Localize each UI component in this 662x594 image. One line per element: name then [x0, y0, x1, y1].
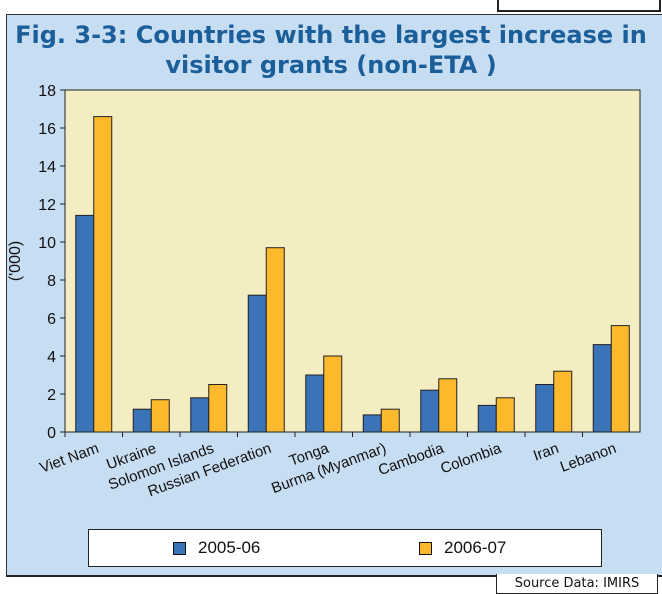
- bar-2006-07-lebanon: [610, 325, 630, 433]
- plot-area: [64, 89, 641, 433]
- bar-2005-06-viet-nam: [75, 214, 95, 433]
- chart-title-line-1: Fig. 3-3: Countries with the largest inc…: [15, 21, 647, 49]
- bar-2005-06-cambodia: [420, 389, 440, 433]
- y-tick-label: 0: [47, 425, 56, 442]
- bar-2006-07-ukraine: [150, 399, 170, 433]
- source-note: Source Data: IMIRS: [496, 574, 658, 594]
- y-tick-label: 4: [47, 349, 56, 366]
- y-tick-label: 12: [38, 197, 56, 214]
- bar-2005-06-solomon-islands: [190, 397, 210, 433]
- bar-2005-06-lebanon: [592, 344, 612, 433]
- y-tick-label: 8: [47, 273, 56, 290]
- bar-2005-06-russian-federation: [247, 294, 267, 433]
- legend-swatch-2005-06: [173, 541, 186, 555]
- legend-swatch-2006-07: [419, 541, 432, 555]
- bar-2006-07-tonga: [323, 355, 343, 433]
- x-tick-label: Lebanon: [558, 440, 619, 476]
- legend-label-2006-07: 2006-07: [444, 538, 507, 557]
- bar-2005-06-iran: [535, 384, 555, 433]
- x-tick-label: Cambodia: [376, 440, 447, 480]
- y-tick-label: 18: [38, 83, 56, 100]
- chart-title-line-2: visitor grants (non-ETA ): [165, 51, 497, 79]
- bar-2005-06-burma-myanmar-: [362, 414, 382, 433]
- y-tick-label: 10: [38, 235, 56, 252]
- x-tick-label: Viet Nam: [38, 440, 102, 477]
- y-tick-label: 14: [38, 159, 56, 176]
- bar-2006-07-burma-myanmar-: [380, 408, 400, 433]
- bar-2006-07-cambodia: [438, 378, 458, 433]
- bar-2005-06-colombia: [477, 404, 497, 433]
- y-tick-label: 6: [47, 311, 56, 328]
- y-axis-label: ('000): [7, 241, 24, 281]
- x-tick-label: Colombia: [438, 440, 504, 478]
- x-tick-label: Iran: [531, 440, 561, 465]
- bar-2006-07-colombia: [495, 397, 515, 433]
- header-box: [497, 0, 661, 12]
- x-tick-label: Burma (Myanmar): [269, 440, 388, 497]
- legend-item-2006-07: 2006-07: [419, 538, 506, 558]
- bar-2006-07-solomon-islands: [208, 384, 228, 433]
- chart-title: Fig. 3-3: Countries with the largest inc…: [0, 20, 662, 80]
- legend: 2005-06 2006-07: [88, 529, 602, 567]
- y-axis: 0 2 4 6 8 10 12 14 16 18: [38, 83, 66, 442]
- bar-2006-07-iran: [553, 370, 573, 433]
- bars-group: [75, 116, 630, 433]
- bar-2005-06-tonga: [305, 374, 325, 433]
- legend-item-2005-06: 2005-06: [173, 538, 260, 558]
- legend-label-2005-06: 2005-06: [198, 538, 261, 557]
- y-tick-label: 16: [38, 121, 56, 138]
- bar-2006-07-viet-nam: [93, 116, 113, 433]
- bar-2006-07-russian-federation: [265, 247, 285, 433]
- bar-2005-06-ukraine: [132, 408, 152, 433]
- y-tick-label: 2: [47, 387, 56, 404]
